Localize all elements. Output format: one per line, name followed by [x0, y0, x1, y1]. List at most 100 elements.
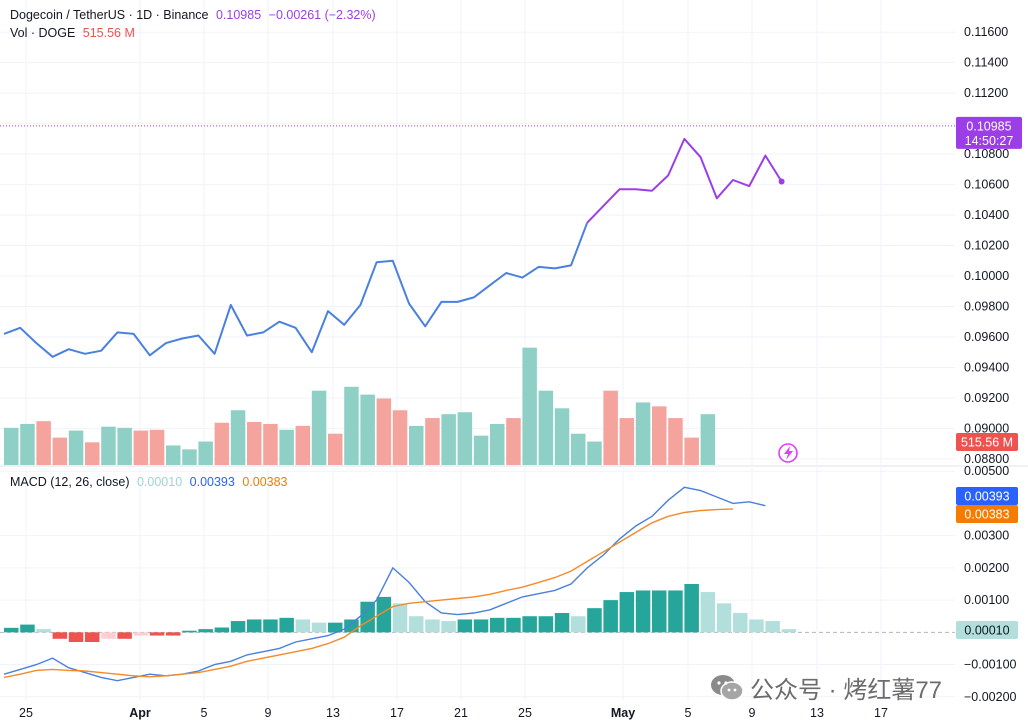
volume-bar [700, 414, 716, 465]
macd-hist-bar [765, 621, 780, 633]
y-tick-label: 0.09800 [964, 300, 1009, 314]
x-axis: 25 Apr 5 9 13 17 21 25 May 5 9 13 17 [19, 706, 888, 720]
macd-y-tick-label: −0.00200 [964, 690, 1017, 704]
x-tick-label: 13 [326, 706, 340, 720]
volume-value: 515.56 M [82, 26, 135, 40]
x-tick-label: 5 [685, 706, 692, 720]
macd-line-value: 0.00393 [189, 475, 235, 489]
last-price-dot [778, 178, 785, 185]
macd-hist-bar [425, 619, 440, 633]
macd-hist-bar [571, 616, 586, 633]
x-tick-label: 17 [390, 706, 404, 720]
volume-bar [4, 427, 19, 465]
volume-bar [149, 429, 165, 465]
y-tick-label: 0.10400 [964, 208, 1009, 222]
macd-hist-bar [652, 590, 667, 633]
volume-bar [85, 442, 100, 465]
price-line [0, 125, 955, 358]
volume-bar [247, 421, 262, 465]
macd-hist-bar [20, 624, 35, 633]
signal-tag: 0.00383 [956, 505, 1018, 523]
volume-bar [182, 449, 197, 465]
symbol-title: Dogecoin / TetherUS · 1D · Binance [10, 8, 209, 22]
macd-label: MACD (12, 26, close) [10, 475, 130, 489]
macd-hist-bar [716, 603, 732, 633]
volume-bar [603, 390, 618, 465]
macd-hist-bar [506, 617, 521, 633]
volume-bar [425, 418, 440, 465]
macd-y-tick-label: −0.00100 [964, 658, 1017, 672]
x-tick-label: 21 [454, 706, 468, 720]
macd-hist-bar [587, 608, 602, 633]
x-tick-label: 13 [810, 706, 824, 720]
macd-hist-bar [344, 619, 359, 633]
macd-hist-value: 0.00010 [136, 475, 183, 489]
signal-tag-bg [956, 505, 1018, 523]
volume-bar [392, 410, 408, 465]
watermark: 公众号 · 烤红薯77 [710, 670, 942, 705]
macd-hist-bar [36, 629, 51, 633]
price-line-early [3, 222, 589, 358]
volume-bar [101, 426, 116, 465]
symbol-header: Dogecoin / TetherUS · 1D · Binance 0.109… [10, 8, 380, 22]
macd-hist-bar [668, 590, 683, 633]
macd-tag: 0.00393 [956, 487, 1018, 505]
volume-bar [457, 412, 473, 465]
current-price-tag-bg [956, 116, 1022, 149]
macd-hist-bar [409, 616, 424, 633]
macd-hist-bar [101, 632, 116, 639]
last-price: 0.10985 [215, 8, 262, 22]
volume-bar [311, 390, 327, 465]
volume-bar [668, 418, 683, 465]
macd-hist-bar [441, 621, 456, 633]
macd-hist-bar [182, 630, 197, 633]
macd-hist-bar [749, 619, 764, 633]
macd-y-tick-label: 0.00300 [964, 529, 1009, 543]
volume-tag: 515.56 M [956, 433, 1018, 451]
x-tick-label: 9 [749, 706, 756, 720]
y-tick-label: 0.11200 [964, 86, 1008, 100]
y-tick-label: 0.10000 [964, 269, 1009, 283]
macd-hist-bar [149, 632, 165, 636]
macd-tag-bg [956, 487, 1018, 505]
macd-y-tick-label: 0.00500 [964, 464, 1009, 478]
macd-hist-bar [279, 617, 294, 633]
macd-hist-bar [68, 632, 84, 642]
volume-bar [230, 410, 246, 465]
signal-line [3, 508, 734, 679]
hist-tag-text: 0.00010 [964, 624, 1009, 638]
volume-bar [36, 421, 51, 465]
volume-bar [684, 437, 699, 465]
volume-bar [554, 408, 570, 465]
volume-bar [117, 427, 132, 465]
macd-hist-bar [360, 601, 375, 633]
macd-hist-bar [700, 592, 716, 633]
volume-bar [376, 398, 392, 465]
y-tick-label: 0.10800 [964, 147, 1009, 161]
volume-bar [133, 430, 149, 465]
y-tick-label: 0.10600 [964, 178, 1009, 192]
x-tick-label: May [611, 706, 635, 720]
volume-bar [263, 423, 278, 465]
lightning-icon [778, 443, 798, 463]
macd-tag-text: 0.00393 [964, 490, 1009, 504]
volume-tag-bg [956, 433, 1018, 451]
y-tick-label: 0.09400 [964, 360, 1009, 374]
signal-tag-text: 0.00383 [964, 508, 1009, 522]
macd-hist-bar [635, 590, 651, 633]
macd-hist-bar [522, 616, 537, 633]
hist-tag-bg [956, 621, 1018, 639]
volume-tag-text: 515.56 M [961, 436, 1013, 450]
macd-hist-bar [295, 619, 311, 633]
macd-hist-bar [311, 622, 327, 633]
x-tick-label: 9 [265, 706, 272, 720]
volume-label: Vol · DOGE [10, 26, 76, 40]
macd-hist-bar [490, 617, 505, 633]
macd-hist-bar [457, 619, 473, 633]
macd-hist-bar [85, 632, 100, 642]
volume-bar [587, 441, 602, 465]
volume-bar [635, 402, 651, 465]
macd-y-tick-label: 0.00100 [964, 593, 1009, 607]
